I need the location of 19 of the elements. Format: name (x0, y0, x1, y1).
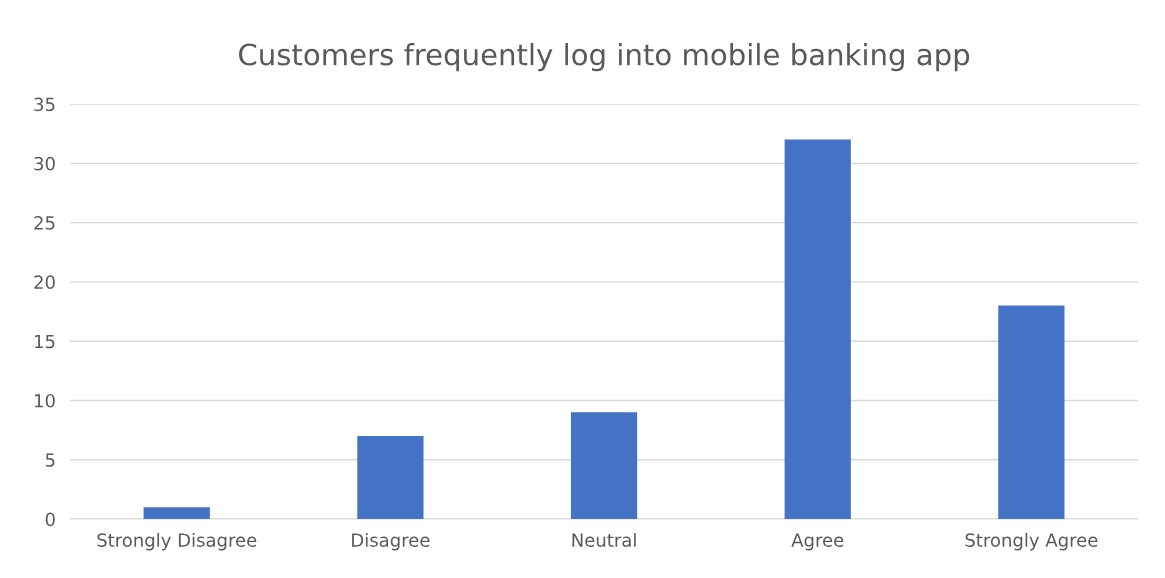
x-tick-label: Strongly Agree (965, 532, 1098, 551)
x-tick-label: Neutral (572, 532, 636, 547)
y-tick-label: 0 (45, 512, 55, 527)
bar (357, 436, 424, 520)
bar (784, 139, 851, 520)
bar (570, 412, 638, 520)
bar (998, 305, 1065, 520)
y-tick-label: 25 (34, 216, 55, 230)
y-tick-label: 10 (35, 393, 55, 408)
bar (143, 507, 210, 520)
x-tick-label: Strongly Disagree (97, 532, 257, 551)
y-tick-label: 30 (34, 156, 55, 171)
chart-title: Customers frequently log into mobile banking app (239, 42, 970, 72)
x-tick-label: Disagree (352, 532, 430, 551)
x-tick-label: Agree (791, 533, 844, 551)
y-tick-label: 20 (34, 275, 55, 290)
y-tick-label: 35 (34, 97, 55, 112)
y-tick-label: 5 (45, 453, 55, 467)
y-tick-label: 15 (35, 334, 55, 349)
